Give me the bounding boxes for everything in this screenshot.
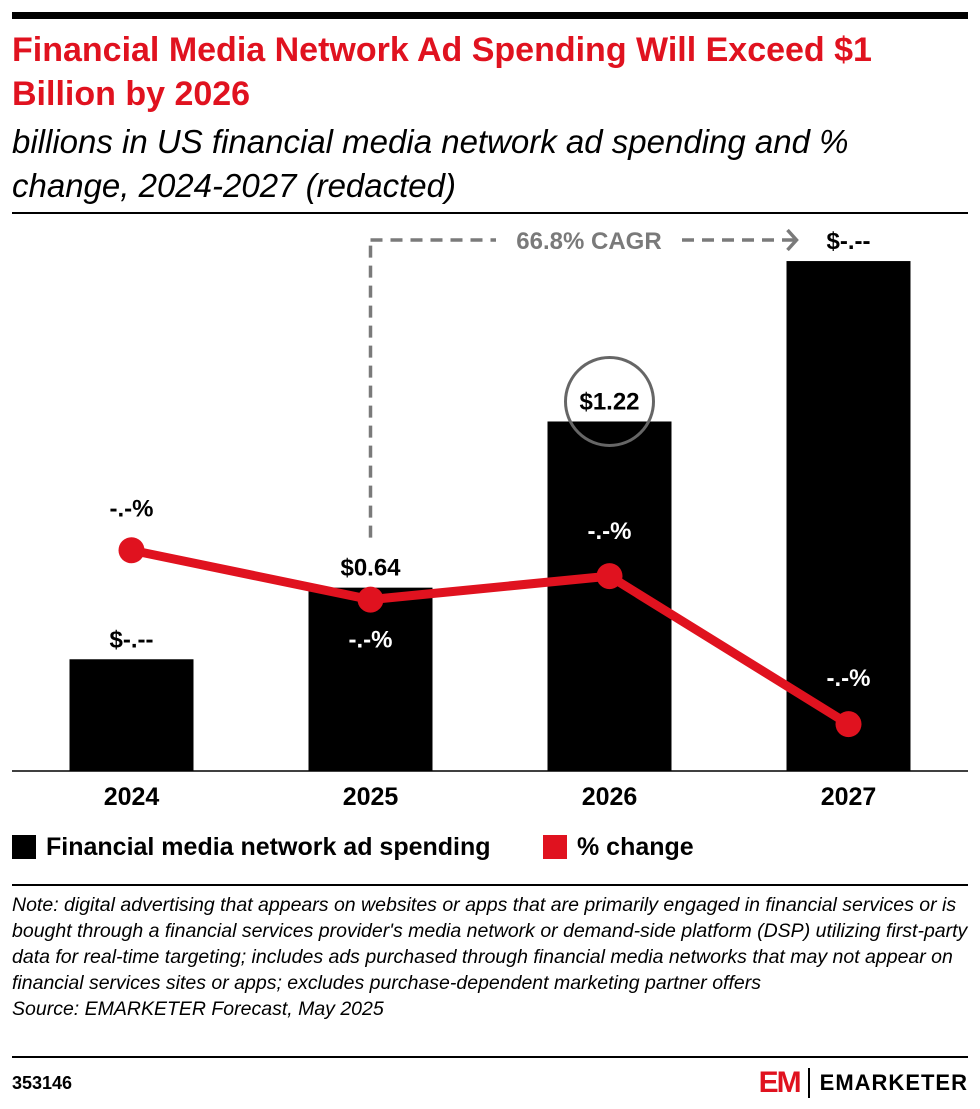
bar-value-label-2025: $0.64 [340,555,401,582]
highlight-circle [564,355,655,447]
note-divider [12,884,968,886]
chart-title: Financial Media Network Ad Spending Will… [12,31,872,113]
percent-change-label-2027: -.-% [827,665,871,692]
x-tick-label-2025: 2025 [343,783,399,811]
brand-separator [807,1068,810,1098]
chart-id: 353146 [12,1073,73,1093]
legend-label-change: % change [577,832,694,861]
bar-2027 [786,261,911,771]
x-tick-label-2027: 2027 [821,783,877,811]
bar-value-label-2024: $-.-- [110,626,154,653]
percent-change-label-2026: -.-% [588,518,632,545]
cagr-arrow-head [786,228,799,252]
percent-change-point-2024 [118,537,145,564]
header-divider [12,212,968,214]
x-tick-label-2026: 2026 [582,783,638,811]
percent-change-label-2024: -.-% [110,495,154,522]
cagr-label: 66.8% CAGR [516,228,661,255]
legend-swatch-spending [12,835,36,859]
legend-swatch-change [543,835,567,859]
top-rule [12,12,968,19]
source-text: Source: EMARKETER Forecast, May 2025 [12,998,384,1020]
chart-note: Note: digital advertising that appears o… [12,892,968,1022]
bar-2026 [547,421,672,771]
bar-value-label-2027: $-.-- [827,228,871,255]
percent-change-point-2026 [596,563,623,590]
percent-change-point-2025 [357,586,384,613]
percent-change-label-2025: -.-% [349,627,393,654]
x-tick-label-2024: 2024 [104,783,160,811]
legend-item-spending: Financial media network ad spending [12,830,491,864]
brand-name: EMARKETER [819,1070,968,1095]
percent-change-line [127,545,853,729]
legend-label-spending: Financial media network ad spending [46,832,491,861]
bar-2025 [308,587,433,771]
chart-area: 2024 2025 2026 2027 $-.-- $0.64 $1.22 $-.-- 66.8… [12,228,968,811]
legend-item-change: % change [543,830,694,864]
note-text: Note: digital advertising that appears o… [12,894,968,994]
percent-change-point-2027 [835,711,862,738]
chart-subtitle: billions in US financial media network a… [12,123,849,204]
bar-value-label-2026: $1.22 [579,388,639,415]
brand-mark: EM [758,1066,802,1099]
footer-divider [12,1056,968,1058]
bar-2024 [69,659,194,771]
brand-logo: EM EMARKETER [759,1066,968,1100]
